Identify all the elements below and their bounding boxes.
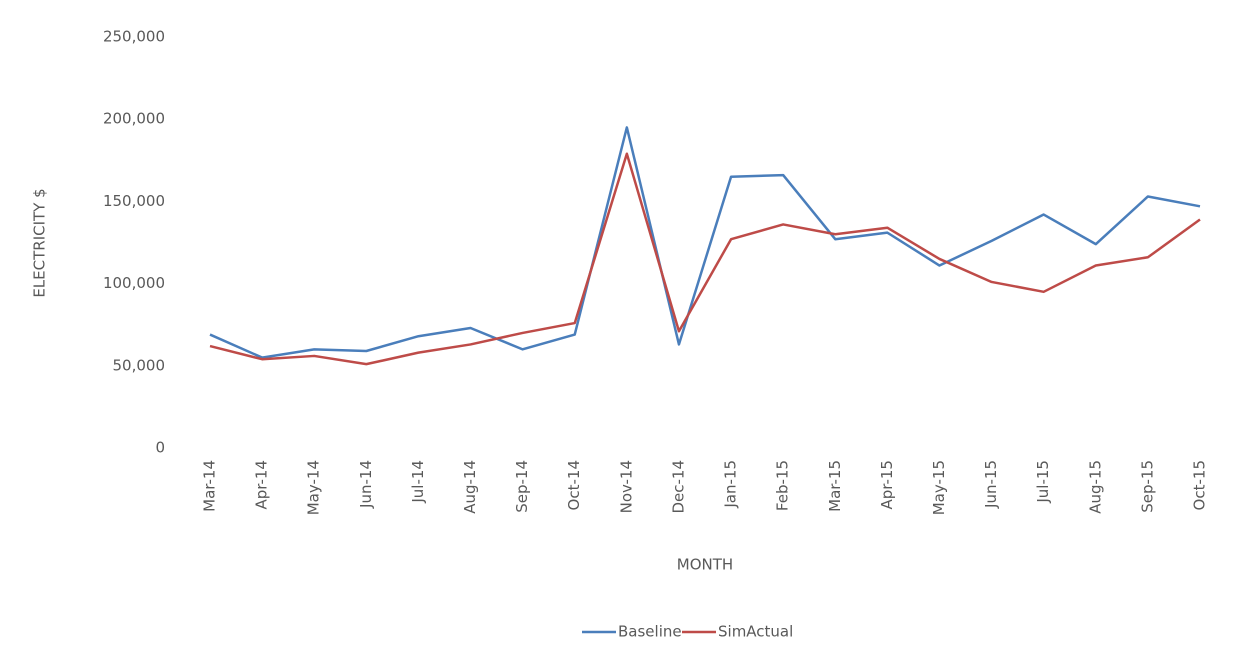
x-tick-label: Jan-15 — [722, 460, 740, 509]
x-tick-label: Aug-14 — [461, 460, 479, 514]
x-tick-label: May-14 — [305, 460, 323, 515]
x-tick-label: Sep-15 — [1138, 460, 1156, 513]
x-tick-label: Mar-14 — [201, 460, 219, 512]
y-tick-label: 100,000 — [103, 274, 165, 292]
y-tick-label: 250,000 — [103, 28, 165, 46]
x-tick-label: May-15 — [930, 460, 948, 515]
y-axis-label: ELECTRICITY $ — [31, 188, 49, 297]
y-tick-label: 50,000 — [113, 356, 166, 374]
x-tick-label: Sep-14 — [513, 460, 531, 513]
x-tick-label: Apr-15 — [878, 460, 896, 510]
legend-label: Baseline — [618, 623, 682, 641]
legend-label: SimActual — [718, 623, 793, 641]
x-tick-label: Jul-14 — [409, 460, 427, 504]
x-tick-label: Mar-15 — [826, 460, 844, 512]
x-tick-label: Aug-15 — [1086, 460, 1104, 514]
x-tick-label: Nov-14 — [617, 460, 635, 513]
x-tick-label: Jun-14 — [357, 460, 375, 509]
x-tick-label: Jun-15 — [982, 460, 1000, 509]
x-tick-label: Feb-15 — [774, 460, 792, 511]
x-tick-label: Apr-14 — [253, 460, 271, 510]
line-series — [209, 126, 1201, 359]
x-tick-label: Jul-15 — [1034, 460, 1052, 504]
y-tick-label: 150,000 — [103, 192, 165, 210]
x-tick-label: Dec-14 — [669, 460, 687, 514]
x-tick-label: Oct-14 — [565, 460, 583, 510]
line-series — [209, 152, 1201, 366]
y-tick-label: 0 — [155, 439, 165, 457]
y-tick-label: 200,000 — [103, 110, 165, 128]
x-tick-label: Oct-15 — [1191, 460, 1209, 510]
x-axis-label: MONTH — [677, 556, 733, 574]
